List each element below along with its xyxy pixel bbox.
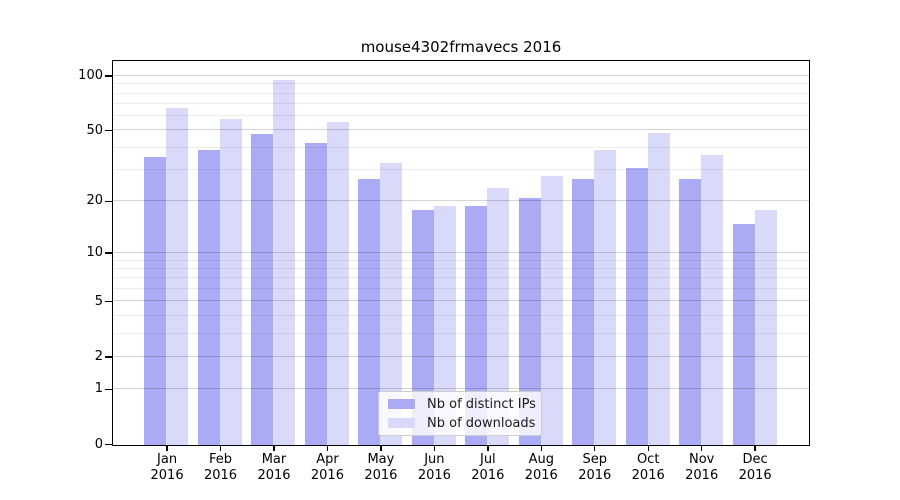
bar-distinct-ips-nov xyxy=(679,178,702,445)
bar-downloads-aug xyxy=(540,176,563,445)
bar-distinct-ips-aug xyxy=(518,198,541,445)
y-tick-label: 2 xyxy=(94,348,103,364)
x-tick-mark xyxy=(487,446,489,451)
bar-downloads-may xyxy=(380,163,403,445)
y-tick-label: 20 xyxy=(86,193,103,209)
x-tick-label: Feb 2016 xyxy=(203,452,238,483)
x-tick-mark xyxy=(433,446,436,451)
x-tick-mark xyxy=(754,446,756,451)
x-tick-label: Jun 2016 xyxy=(417,452,451,483)
x-tick-mark xyxy=(700,446,703,451)
bar-distinct-ips-feb xyxy=(197,150,220,445)
x-tick-label: Apr 2016 xyxy=(310,452,344,483)
y-tick-mark xyxy=(105,388,112,390)
legend-swatch-distinct-ips xyxy=(388,399,415,409)
bar-downloads-mar xyxy=(273,80,296,445)
y-tick-label: 5 xyxy=(94,293,103,309)
x-tick-label: Mar 2016 xyxy=(257,452,291,483)
x-tick-label: Jan 2016 xyxy=(150,452,184,483)
y-tick-label: 100 xyxy=(78,68,103,84)
bar-distinct-ips-mar xyxy=(251,134,274,445)
y-tick-mark xyxy=(105,252,112,254)
plot-area xyxy=(112,60,810,446)
y-tick-mark xyxy=(105,356,112,358)
legend-swatch-downloads xyxy=(388,418,415,428)
bar-distinct-ips-apr xyxy=(304,142,327,445)
bar-downloads-jul xyxy=(487,187,510,445)
bar-downloads-jun xyxy=(433,205,456,445)
x-tick-label: May 2016 xyxy=(364,452,398,483)
x-tick-label: Dec 2016 xyxy=(738,452,772,483)
y-tick-label: 10 xyxy=(86,245,103,261)
bar-distinct-ips-jun xyxy=(411,209,434,445)
legend-label-distinct-ips: Nb of distinct IPs xyxy=(427,396,536,412)
y-tick-mark xyxy=(105,443,112,446)
bar-downloads-oct xyxy=(647,132,670,445)
plot-inner xyxy=(113,61,809,445)
y-tick-label: 50 xyxy=(86,122,103,138)
x-tick-mark xyxy=(326,446,329,451)
bar-distinct-ips-jul xyxy=(465,205,488,445)
bar-downloads-nov xyxy=(701,154,724,445)
y-tick-mark xyxy=(105,129,112,132)
legend: Nb of distinct IPs Nb of downloads xyxy=(378,391,542,436)
bar-downloads-sep xyxy=(594,150,617,445)
y-tick-mark xyxy=(105,300,112,303)
bar-downloads-dec xyxy=(754,209,777,445)
x-tick-mark xyxy=(540,446,542,451)
y-tick-mark xyxy=(105,75,112,77)
x-tick-mark xyxy=(380,446,382,451)
bar-distinct-ips-dec xyxy=(732,223,755,445)
bar-distinct-ips-may xyxy=(358,178,381,445)
bar-downloads-jan xyxy=(166,108,189,445)
x-tick-label: Aug 2016 xyxy=(524,452,558,483)
bars-layer xyxy=(113,61,809,445)
x-tick-label: Nov 2016 xyxy=(685,452,719,483)
legend-label-downloads: Nb of downloads xyxy=(427,415,536,431)
x-tick-label: Oct 2016 xyxy=(631,452,665,483)
y-tick-mark xyxy=(105,200,112,203)
legend-row-distinct-ips: Nb of distinct IPs xyxy=(379,397,541,412)
bar-downloads-feb xyxy=(219,119,242,445)
x-tick-mark xyxy=(594,446,596,451)
x-tick-mark xyxy=(166,446,168,451)
x-tick-mark xyxy=(219,446,222,451)
chart-title: mouse4302frmavecs 2016 xyxy=(360,38,562,56)
y-tick-label: 1 xyxy=(94,381,103,397)
legend-row-downloads: Nb of downloads xyxy=(379,416,541,431)
x-tick-mark xyxy=(273,446,275,451)
bar-distinct-ips-jan xyxy=(144,156,167,445)
x-tick-mark xyxy=(647,446,649,451)
bar-distinct-ips-oct xyxy=(625,168,648,445)
x-tick-label: Sep 2016 xyxy=(578,452,612,483)
bar-downloads-apr xyxy=(326,122,349,445)
bar-distinct-ips-sep xyxy=(572,178,595,445)
x-tick-label: Jul 2016 xyxy=(471,452,505,483)
y-tick-label: 0 xyxy=(94,436,103,452)
